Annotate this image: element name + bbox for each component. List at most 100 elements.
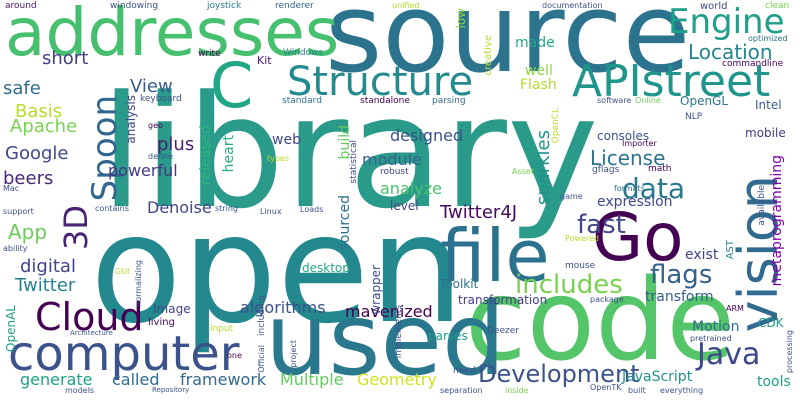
cloud-word: parsing [432,96,466,106]
cloud-word: geo [148,121,163,130]
cloud-word: Importer [622,139,657,148]
cloud-word: Online [635,96,661,105]
cloud-word: Multiple [280,370,344,389]
cloud-word: ability [3,244,28,253]
cloud-word: Deezer [487,326,519,336]
cloud-word: Linux [260,207,282,216]
cloud-word: APIstreet [572,56,771,107]
cloud-word: fast [577,210,626,240]
cloud-word: creative [483,35,494,76]
cloud-word: Official [257,345,266,373]
cloud-word: define [148,152,174,161]
cloud-word: joystick [207,1,242,11]
cloud-word: models [65,386,95,395]
cloud-word: flags [650,260,713,290]
cloud-word: statistical [349,140,359,184]
cloud-word: exist [685,247,719,263]
cloud-word: write [198,49,221,59]
cloud-word: low [454,8,468,29]
cloud-word: available [757,185,767,226]
cloud-word: JavaScript [622,369,693,385]
cloud-word: Powered [565,234,600,243]
cloud-word: data [622,172,686,205]
cloud-word: Twitter4J [440,202,518,223]
cloud-word: implements [394,305,404,359]
cloud-word: ARM [726,304,744,313]
cloud-word: optimized [748,34,788,43]
cloud-word: formats [614,184,645,193]
cloud-word: Windows [283,48,324,58]
cloud-word: includes [515,270,623,300]
cloud-word: analyze [380,179,442,198]
cloud-word: Spoon [85,95,125,202]
cloud-word: normalizing [134,260,143,307]
cloud-word: Flash [520,77,557,93]
cloud-word: wrapper [369,265,383,315]
cloud-word: CDK [758,316,784,330]
cloud-word: renderer [275,1,314,11]
cloud-word: Asset [512,167,534,176]
cloud-word: web [272,132,301,148]
cloud-word: world [700,1,728,12]
cloud-word: Structure [287,59,474,105]
cloud-word: short [42,48,89,69]
cloud-word: Apache [10,116,78,137]
cloud-word: support [3,207,34,216]
cloud-word: framework [180,370,267,389]
cloud-word: safe [3,78,41,99]
cloud-word: Intel [755,98,782,112]
cloud-word: 3D [57,205,95,250]
cloud-word: beers [3,168,54,189]
cloud-word: living [148,317,175,328]
cloud-word: including [257,295,267,336]
cloud-word: project [289,340,298,368]
cloud-word: analysis [124,95,138,144]
cloud-word: unified [392,1,420,10]
cloud-word: consoles [597,129,650,143]
cloud-word: AST [725,240,736,260]
cloud-word: windowing [110,1,159,11]
cloud-word: desktop [302,261,350,275]
cloud-word: gflags [592,165,620,175]
cloud-word: OpenCL [551,108,561,144]
cloud-word: Location [688,40,773,64]
cloud-word: level [390,199,419,213]
cloud-word: source [325,0,691,97]
cloud-word: called [112,370,160,389]
cloud-word: package [590,295,624,304]
cloud-word: addresses [5,0,340,71]
cloud-word: Google [5,143,69,164]
cloud-word: Denoise [147,198,212,217]
cloud-word: mavenized [345,302,433,321]
cloud-word: App [8,220,48,244]
cloud-word: plus [157,134,195,155]
cloud-word: Cloud [35,295,144,339]
cloud-word: contains [95,204,129,213]
cloud-word: Java [697,337,761,372]
cloud-word: types [267,154,290,163]
cloud-word: algorithms [240,298,326,317]
cloud-word: Repository [152,386,190,394]
cloud-word: keyboard [140,94,182,104]
cloud-word: released [198,125,214,185]
cloud-word: robust [380,167,409,177]
cloud-word: separation [440,386,483,395]
cloud-word: file [440,214,550,298]
cloud-word: License [590,146,666,170]
cloud-word: Basis [15,101,63,122]
cloud-word: expression [597,194,673,210]
cloud-word: Loads [300,205,324,214]
cloud-word: parses [428,329,468,343]
cloud-word: clean [765,1,790,11]
cloud-word: Twitter [15,275,76,296]
cloud-word: everything [660,386,704,395]
cloud-word: standard [282,96,322,106]
cloud-word: transformation [458,293,548,307]
cloud-word: sourced [337,195,353,251]
cloud-word: around [5,1,37,11]
cloud-word: well [525,63,553,79]
cloud-word: computer [8,326,240,382]
cloud-word: built [628,386,646,395]
cloud-word: Engine [668,2,785,42]
cloud-word: OpenGL [680,94,729,108]
